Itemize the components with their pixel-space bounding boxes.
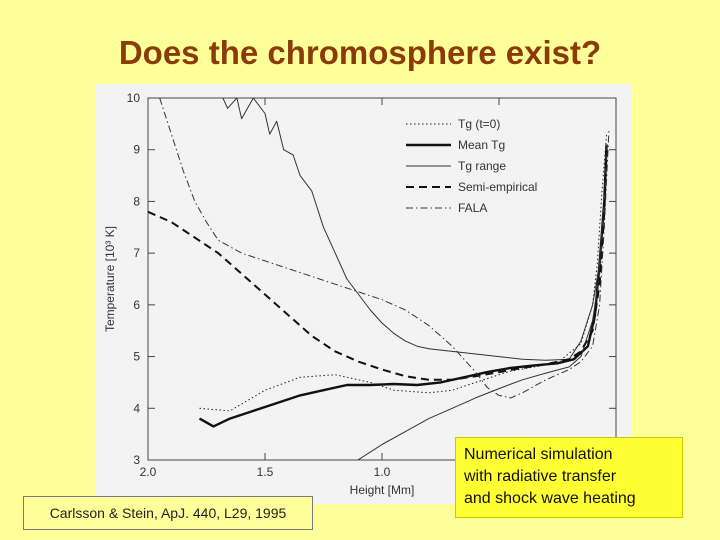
series-line-0 — [199, 134, 608, 412]
legend-label: Semi-empirical — [458, 180, 537, 194]
annotation-box: Numerical simulation with radiative tran… — [455, 437, 683, 518]
legend-label: Tg (t=0) — [458, 117, 500, 131]
legend-label: Tg range — [458, 159, 506, 173]
annotation-line-3: and shock wave heating — [464, 490, 636, 507]
citation-text: Carlsson & Stein, ApJ. 440, L29, 1995 — [49, 505, 287, 521]
x-tick-label: 1.5 — [257, 465, 274, 479]
legend-label: Mean Tg — [458, 138, 505, 152]
x-axis-label: Height [Mm] — [350, 483, 415, 497]
y-tick-label: 7 — [133, 246, 140, 260]
slide-title: Does the chromosphere exist? — [118, 34, 602, 71]
series-line-4 — [148, 149, 608, 381]
y-tick-label: 9 — [133, 143, 140, 157]
y-tick-label: 5 — [133, 350, 140, 364]
x-tick-label: 2.0 — [140, 465, 157, 479]
annotation-line-1: Numerical simulation — [464, 446, 613, 463]
y-tick-label: 6 — [133, 298, 140, 312]
citation-box: Carlsson & Stein, ApJ. 440, L29, 1995 — [23, 496, 313, 530]
annotation-line-2: with radiative transfer — [464, 468, 617, 485]
y-tick-label: 10 — [127, 91, 141, 105]
chart-legend: Tg (t=0) Mean Tg Tg range Semi-empirical FAL… — [406, 117, 537, 215]
legend-label: FALA — [458, 201, 487, 215]
series-line-3 — [357, 149, 608, 460]
plot-frame — [147, 97, 617, 461]
x-tick-label: 1.0 — [374, 465, 391, 479]
y-tick-label: 4 — [133, 401, 140, 415]
y-tick-label: 8 — [133, 194, 140, 208]
y-tick-label: 3 — [133, 453, 140, 467]
series-line-1 — [198, 144, 608, 428]
chart-series — [148, 98, 610, 460]
y-axis-label: Temperature [10³ K] — [103, 226, 117, 332]
series-line-2 — [222, 98, 608, 361]
series-line-5 — [159, 98, 610, 399]
